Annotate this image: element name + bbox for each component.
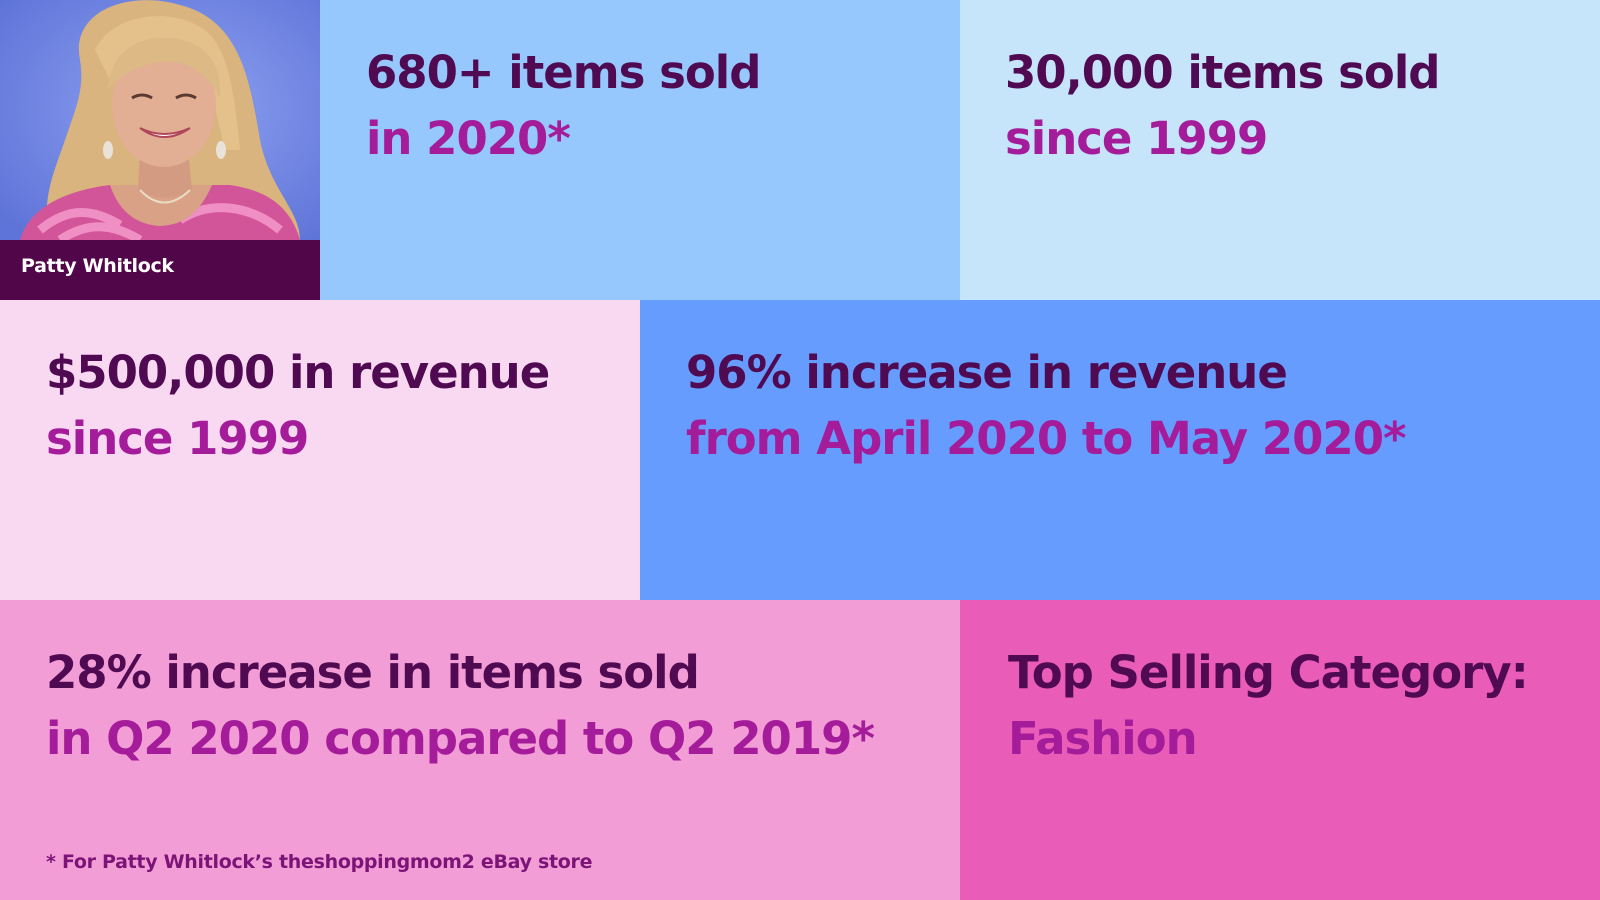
stat-items-increase: 28% increase in items sold in Q2 2020 co… [0,600,960,900]
stat-headline: 28% increase in items sold [46,646,700,699]
stat-headline: $500,000 in revenue [46,346,550,399]
profile-photo [0,0,320,240]
stat-subline: in Q2 2020 compared to Q2 2019* [46,712,875,765]
stat-revenue-increase: 96% increase in revenue from April 2020 … [640,300,1600,600]
footnote: * For Patty Whitlock’s theshoppingmom2 e… [46,851,593,873]
stat-subline: from April 2020 to May 2020* [686,412,1407,465]
stat-subline: in 2020* [366,112,571,165]
stat-subline: since 1999 [1005,112,1268,165]
stat-headline: 96% increase in revenue [686,346,1288,399]
stat-headline: 30,000 items sold [1005,46,1440,99]
stat-headline: 680+ items sold [366,46,761,99]
stat-items-2020: 680+ items sold in 2020* [320,0,960,300]
stat-headline: Top Selling Category: [1008,646,1529,699]
stat-top-category: Top Selling Category: Fashion [960,600,1600,900]
profile-name: Patty Whitlock [0,240,320,300]
person-portrait-photo-icon [0,0,320,240]
stat-items-since-1999: 30,000 items sold since 1999 [960,0,1600,300]
stat-revenue-since-1999: $500,000 in revenue since 1999 [0,300,640,600]
stat-subline: since 1999 [46,412,309,465]
stat-subline: Fashion [1008,712,1198,765]
profile-card: Patty Whitlock [0,0,320,300]
